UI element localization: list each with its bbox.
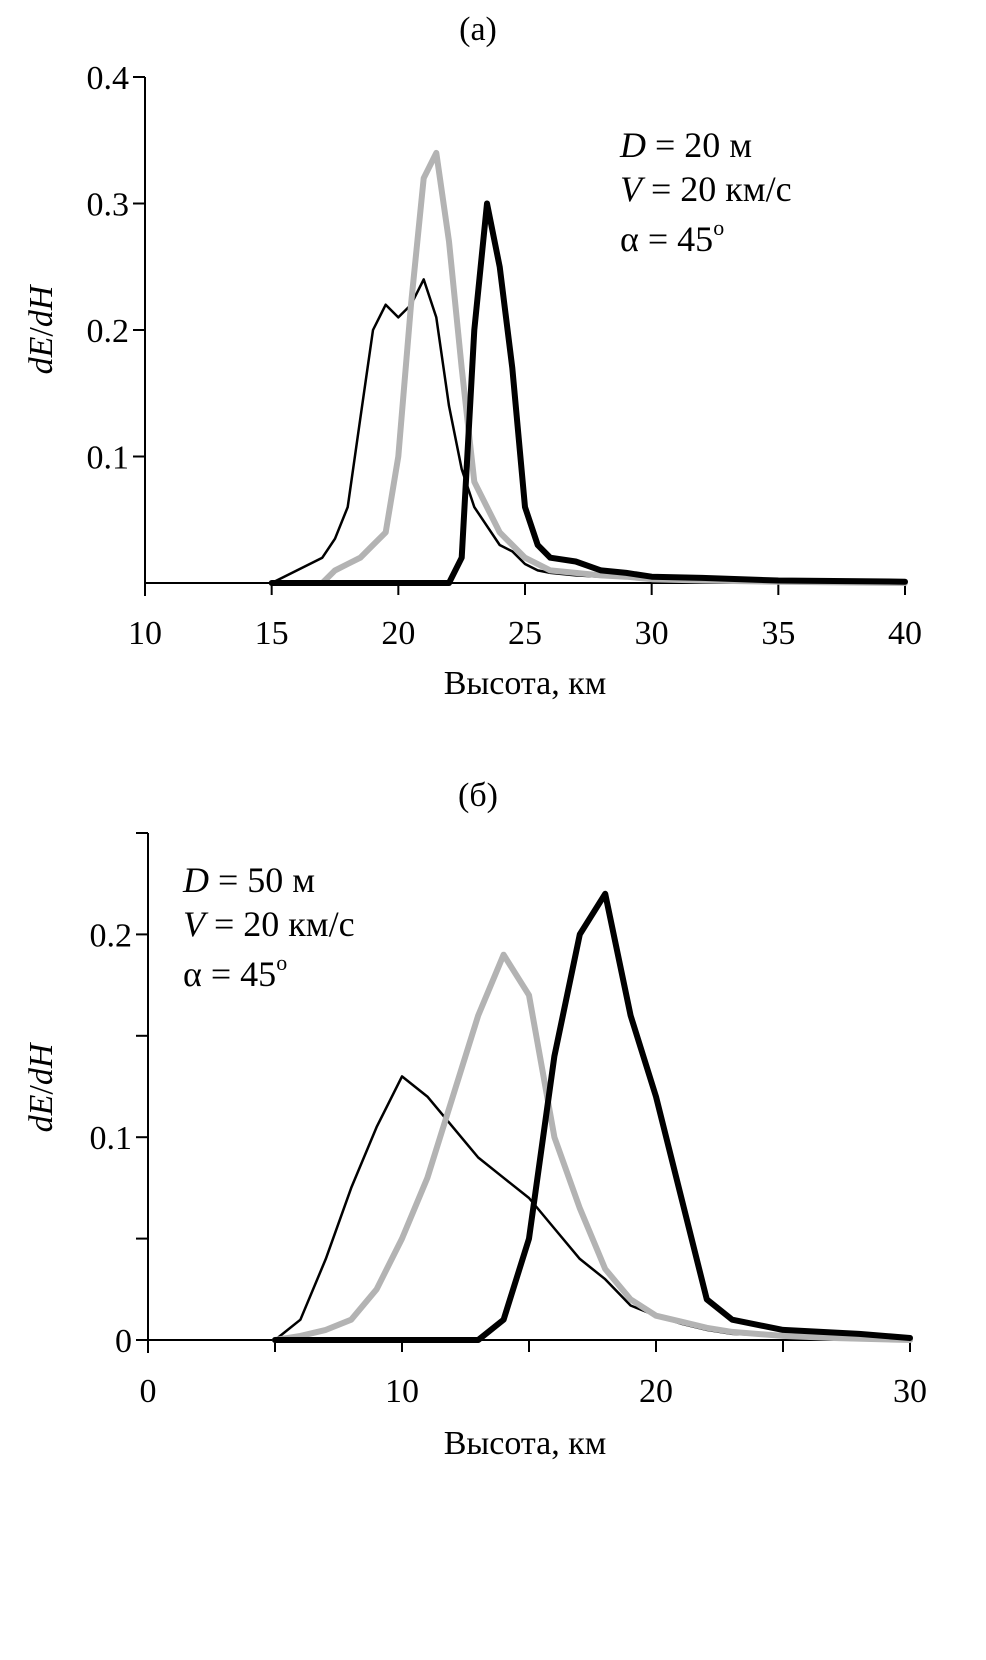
panel-a-y-tick-label: 0.4 [87, 60, 130, 97]
panel-a-xlabel: Высота, км [444, 665, 607, 702]
panel-b-series [272, 890, 913, 1343]
panel-a-annot-line2: V = 20 км/с [620, 169, 792, 209]
panel-b-ylabel-slash: / [23, 1085, 60, 1095]
panel-b-x-tick-label: 0 [140, 1373, 157, 1410]
panel-a-x-tick-label: 25 [508, 615, 542, 652]
panel-a: (a) dE/dH 10 15 20 25 30 35 400.10.20.30.4 Выс… [23, 11, 922, 702]
panel-a-annot-line3: α = 45o [620, 215, 724, 259]
panel-a-annotation: D = 20 м V = 20 км/с α = 45o [619, 125, 792, 259]
panel-a-ylabel-d1: d [23, 356, 60, 374]
panel-b-series-line-3 [272, 890, 913, 1343]
panel-b-x-tick-label: 20 [639, 1373, 673, 1410]
panel-a-series-line-1 [270, 278, 907, 585]
panel-b-ylabel: dE/dH [23, 1041, 60, 1132]
panel-a-x-tick-label: 30 [635, 615, 669, 652]
panel-b-title: (б) [458, 777, 498, 814]
panel-b-y-tick-label: 0.1 [90, 1120, 133, 1157]
panel-a-ylabel-d2: d [23, 309, 60, 327]
panel-a-ylabel: dE/dH [23, 283, 60, 374]
panel-b-ylabel-d1: d [23, 1114, 60, 1132]
panel-a-ylabel-e: E [23, 336, 60, 358]
panel-a-series [268, 149, 908, 586]
panel-b-annot-line2: V = 20 км/с [183, 904, 355, 944]
panel-b-ylabel-d2: d [23, 1067, 60, 1085]
panel-b-y-tick-label: 0.2 [90, 917, 133, 954]
panel-a-x-tick-label: 40 [888, 615, 922, 652]
panel-a-annot-line1: D = 20 м [619, 125, 752, 165]
panel-b-ylabel-e: E [23, 1094, 60, 1116]
panel-b-series-line-2 [272, 951, 913, 1343]
panel-b-y-tick-label: 0 [115, 1323, 132, 1360]
panel-a-x-tick-label: 35 [761, 615, 795, 652]
panel-b-axes: 0 10 20 30 0 0.1 0.2 [90, 832, 927, 1410]
panel-b-annotation: D = 50 м V = 20 км/с α = 45o [182, 860, 355, 994]
panel-a-y-tick-label: 0.1 [87, 440, 130, 477]
panel-a-ylabel-h: H [23, 283, 60, 311]
panel-b-x-tick-label: 10 [385, 1373, 419, 1410]
panel-a-x-tick-label: 15 [255, 615, 289, 652]
panel-b-xlabel: Высота, км [444, 1425, 607, 1462]
panel-b-annot-line1: D = 50 м [182, 860, 315, 900]
panel-a-y-tick-label: 0.2 [87, 313, 130, 350]
panel-b-x-tick-label: 30 [893, 1373, 927, 1410]
panel-a-ylabel-slash: / [23, 327, 60, 337]
panel-a-series-line-2 [319, 149, 908, 586]
panel-a-y-tick-label: 0.3 [87, 187, 130, 224]
panel-b-annot-line3: α = 45o [183, 950, 287, 994]
panel-a-series-line-3 [268, 200, 908, 586]
panel-a-x-tick-label: 20 [381, 615, 415, 652]
panel-a-title: (a) [459, 11, 497, 48]
svg-text:dE/dH: dE/dH [23, 1041, 60, 1132]
panel-a-axes: 10 15 20 25 30 35 40 0.1 0.2 0.3 0.4 [87, 60, 923, 652]
svg-text:dE/dH: dE/dH [23, 283, 60, 374]
panel-a-x-tick-label: 10 [128, 615, 162, 652]
panel-b-ylabel-h: H [23, 1041, 60, 1069]
